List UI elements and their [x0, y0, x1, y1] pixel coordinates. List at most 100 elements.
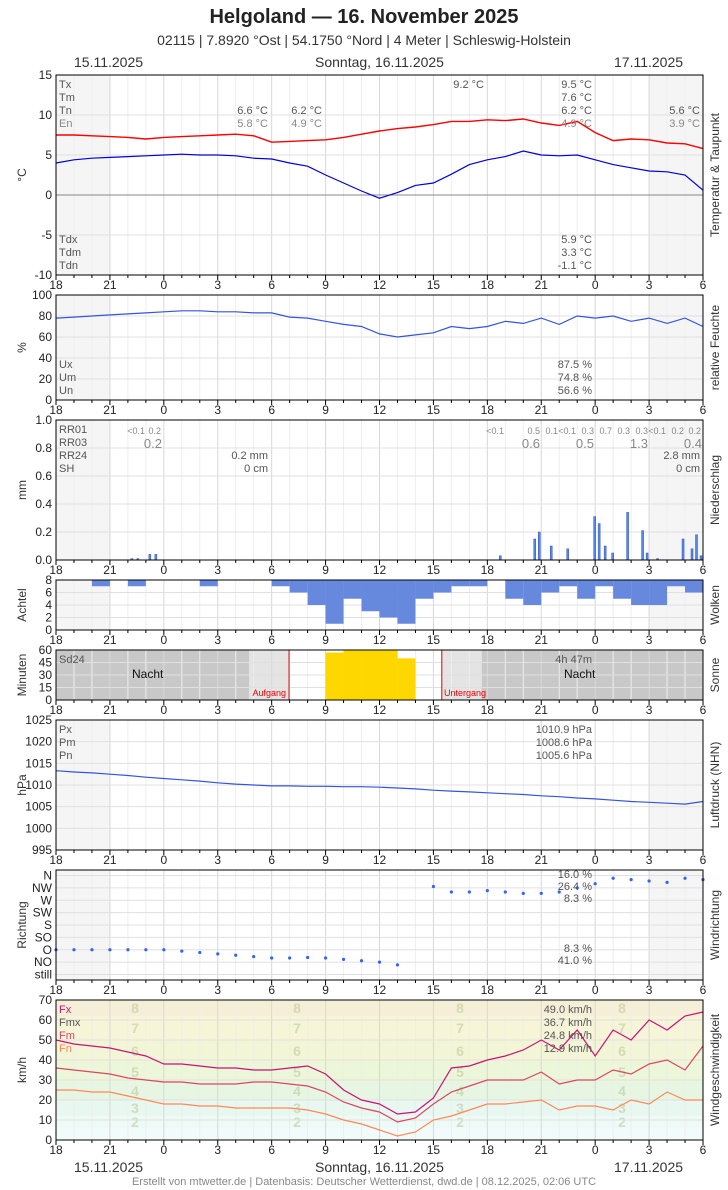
y-tick-label: -10 — [35, 268, 53, 282]
x-tick-label: 6 — [268, 983, 275, 997]
beaufort-number: 8 — [618, 1000, 626, 1016]
direction-point — [108, 948, 112, 952]
y-tick-label: 0.8 — [35, 441, 52, 455]
direction-point — [341, 957, 346, 961]
cloud-bar — [289, 580, 308, 593]
x-tick-label: 3 — [646, 983, 653, 997]
stat-rr01: 0.3 — [581, 426, 594, 436]
stat-label-tm: Tm — [59, 92, 75, 104]
direction-point — [359, 959, 364, 963]
stat-en: 5.8 °C — [237, 118, 268, 130]
x-tick-label: 9 — [322, 633, 329, 647]
y-tick-label: -5 — [41, 228, 52, 242]
stat-dir-no: 41.0 % — [557, 955, 592, 967]
y-tick-label: 10 — [39, 108, 53, 122]
x-tick-label: 21 — [535, 278, 549, 292]
x-tick-label: 0 — [592, 853, 599, 867]
night-shade — [56, 420, 110, 560]
x-tick-label: 6 — [700, 1143, 707, 1157]
x-tick-label: 0 — [160, 403, 167, 417]
x-tick-label: 21 — [535, 983, 549, 997]
x-tick-label: 12 — [373, 278, 387, 292]
beaufort-number: 7 — [456, 1020, 464, 1036]
night-shade — [649, 75, 703, 275]
y-tick-label: 10 — [39, 1113, 53, 1127]
stat-rr01: <0.1 — [127, 426, 145, 436]
stat-dir-w: 8.3 % — [563, 893, 592, 905]
x-tick-label: 9 — [322, 1143, 329, 1157]
x-tick-label: 18 — [481, 403, 495, 417]
stat-dir-o: 8.3 % — [563, 943, 592, 955]
x-tick-label: 21 — [103, 633, 117, 647]
direction-point — [485, 889, 489, 893]
night-label: Nacht — [564, 667, 596, 681]
x-tick-label: 18 — [49, 703, 63, 717]
cloud-bar — [271, 580, 290, 587]
beaufort-number: 2 — [131, 1114, 139, 1130]
direction-point — [593, 882, 597, 886]
stat-dir-nw: 26.4 % — [557, 881, 592, 893]
beaufort-number: 6 — [131, 1043, 139, 1059]
direction-point — [521, 891, 525, 895]
x-tick-label: 18 — [49, 1143, 63, 1157]
wind_speed-y-axis-label: km/h — [15, 1057, 29, 1083]
direction-point — [431, 884, 436, 889]
beaufort-number: 5 — [293, 1064, 301, 1080]
direction-point — [395, 963, 400, 967]
x-tick-label: 6 — [700, 403, 707, 417]
y-tick-label: 40 — [39, 1053, 53, 1067]
y-tick-label: NW — [32, 881, 53, 895]
sunshine-bar — [397, 658, 416, 700]
sunshine-bar — [343, 650, 362, 700]
stat-fm: 24.8 km/h — [543, 1030, 592, 1042]
x-tick-label: 0 — [160, 1143, 167, 1157]
clouds-y-axis-label: Achtel — [15, 588, 29, 621]
y-tick-label: SO — [35, 930, 52, 944]
stat-fn: 12.9 km/h — [543, 1043, 592, 1055]
stat-label-tdm: Tdm — [59, 247, 81, 259]
precip-bar — [603, 545, 607, 561]
stat-rr03: 0.4 — [683, 436, 702, 451]
stat-rr01: 0.2 — [671, 426, 684, 436]
y-tick-label: N — [43, 869, 52, 883]
wind-fx-line — [55, 1011, 704, 1115]
sunset-label: Untergang — [444, 688, 487, 698]
x-tick-label: 9 — [322, 853, 329, 867]
stat-tn: 5.6 °C — [669, 105, 700, 117]
stat-rr01: 0.2 — [148, 426, 161, 436]
x-tick-label: 0 — [592, 703, 599, 717]
stat-rr01: <0.1 — [486, 426, 504, 436]
y-tick-label: 30 — [39, 1073, 53, 1087]
cloud-bar — [505, 580, 524, 599]
precip-bar — [538, 531, 541, 561]
x-tick-label: 0 — [592, 278, 599, 292]
x-tick-label: 0 — [160, 853, 167, 867]
sunshine-side-label: Sonne — [708, 657, 722, 692]
x-tick-label: 9 — [322, 278, 329, 292]
stat-pm: 1008.6 hPa — [535, 737, 592, 749]
x-tick-label: 6 — [700, 983, 707, 997]
date-left: 15.11.2025 — [74, 54, 144, 70]
x-tick-label: 21 — [535, 633, 549, 647]
pressure-y-axis-label: hPa — [15, 774, 29, 796]
cloud-bar — [127, 580, 146, 587]
cloud-bar — [595, 580, 614, 587]
cloud-bar — [397, 580, 416, 624]
direction-point — [449, 890, 453, 894]
x-tick-label: 21 — [103, 703, 117, 717]
direction-point — [90, 948, 94, 952]
x-tick-label: 0 — [592, 563, 599, 577]
x-tick-label: 3 — [646, 853, 653, 867]
stat-label-en: En — [59, 118, 73, 130]
cloud-bar — [577, 580, 596, 599]
sunshine-y-axis-label: Minuten — [15, 654, 29, 697]
temperature-frame — [55, 74, 704, 276]
x-tick-label: 0 — [160, 983, 167, 997]
stat-label-tdx: Tdx — [59, 234, 78, 246]
precip-bar — [699, 555, 703, 561]
clouds-frame — [55, 579, 704, 631]
beaufort-number: 3 — [456, 1100, 464, 1116]
beaufort-number: 7 — [293, 1020, 301, 1036]
stat-rr01: 0.7 — [599, 426, 612, 436]
cloud-bar — [307, 580, 326, 605]
